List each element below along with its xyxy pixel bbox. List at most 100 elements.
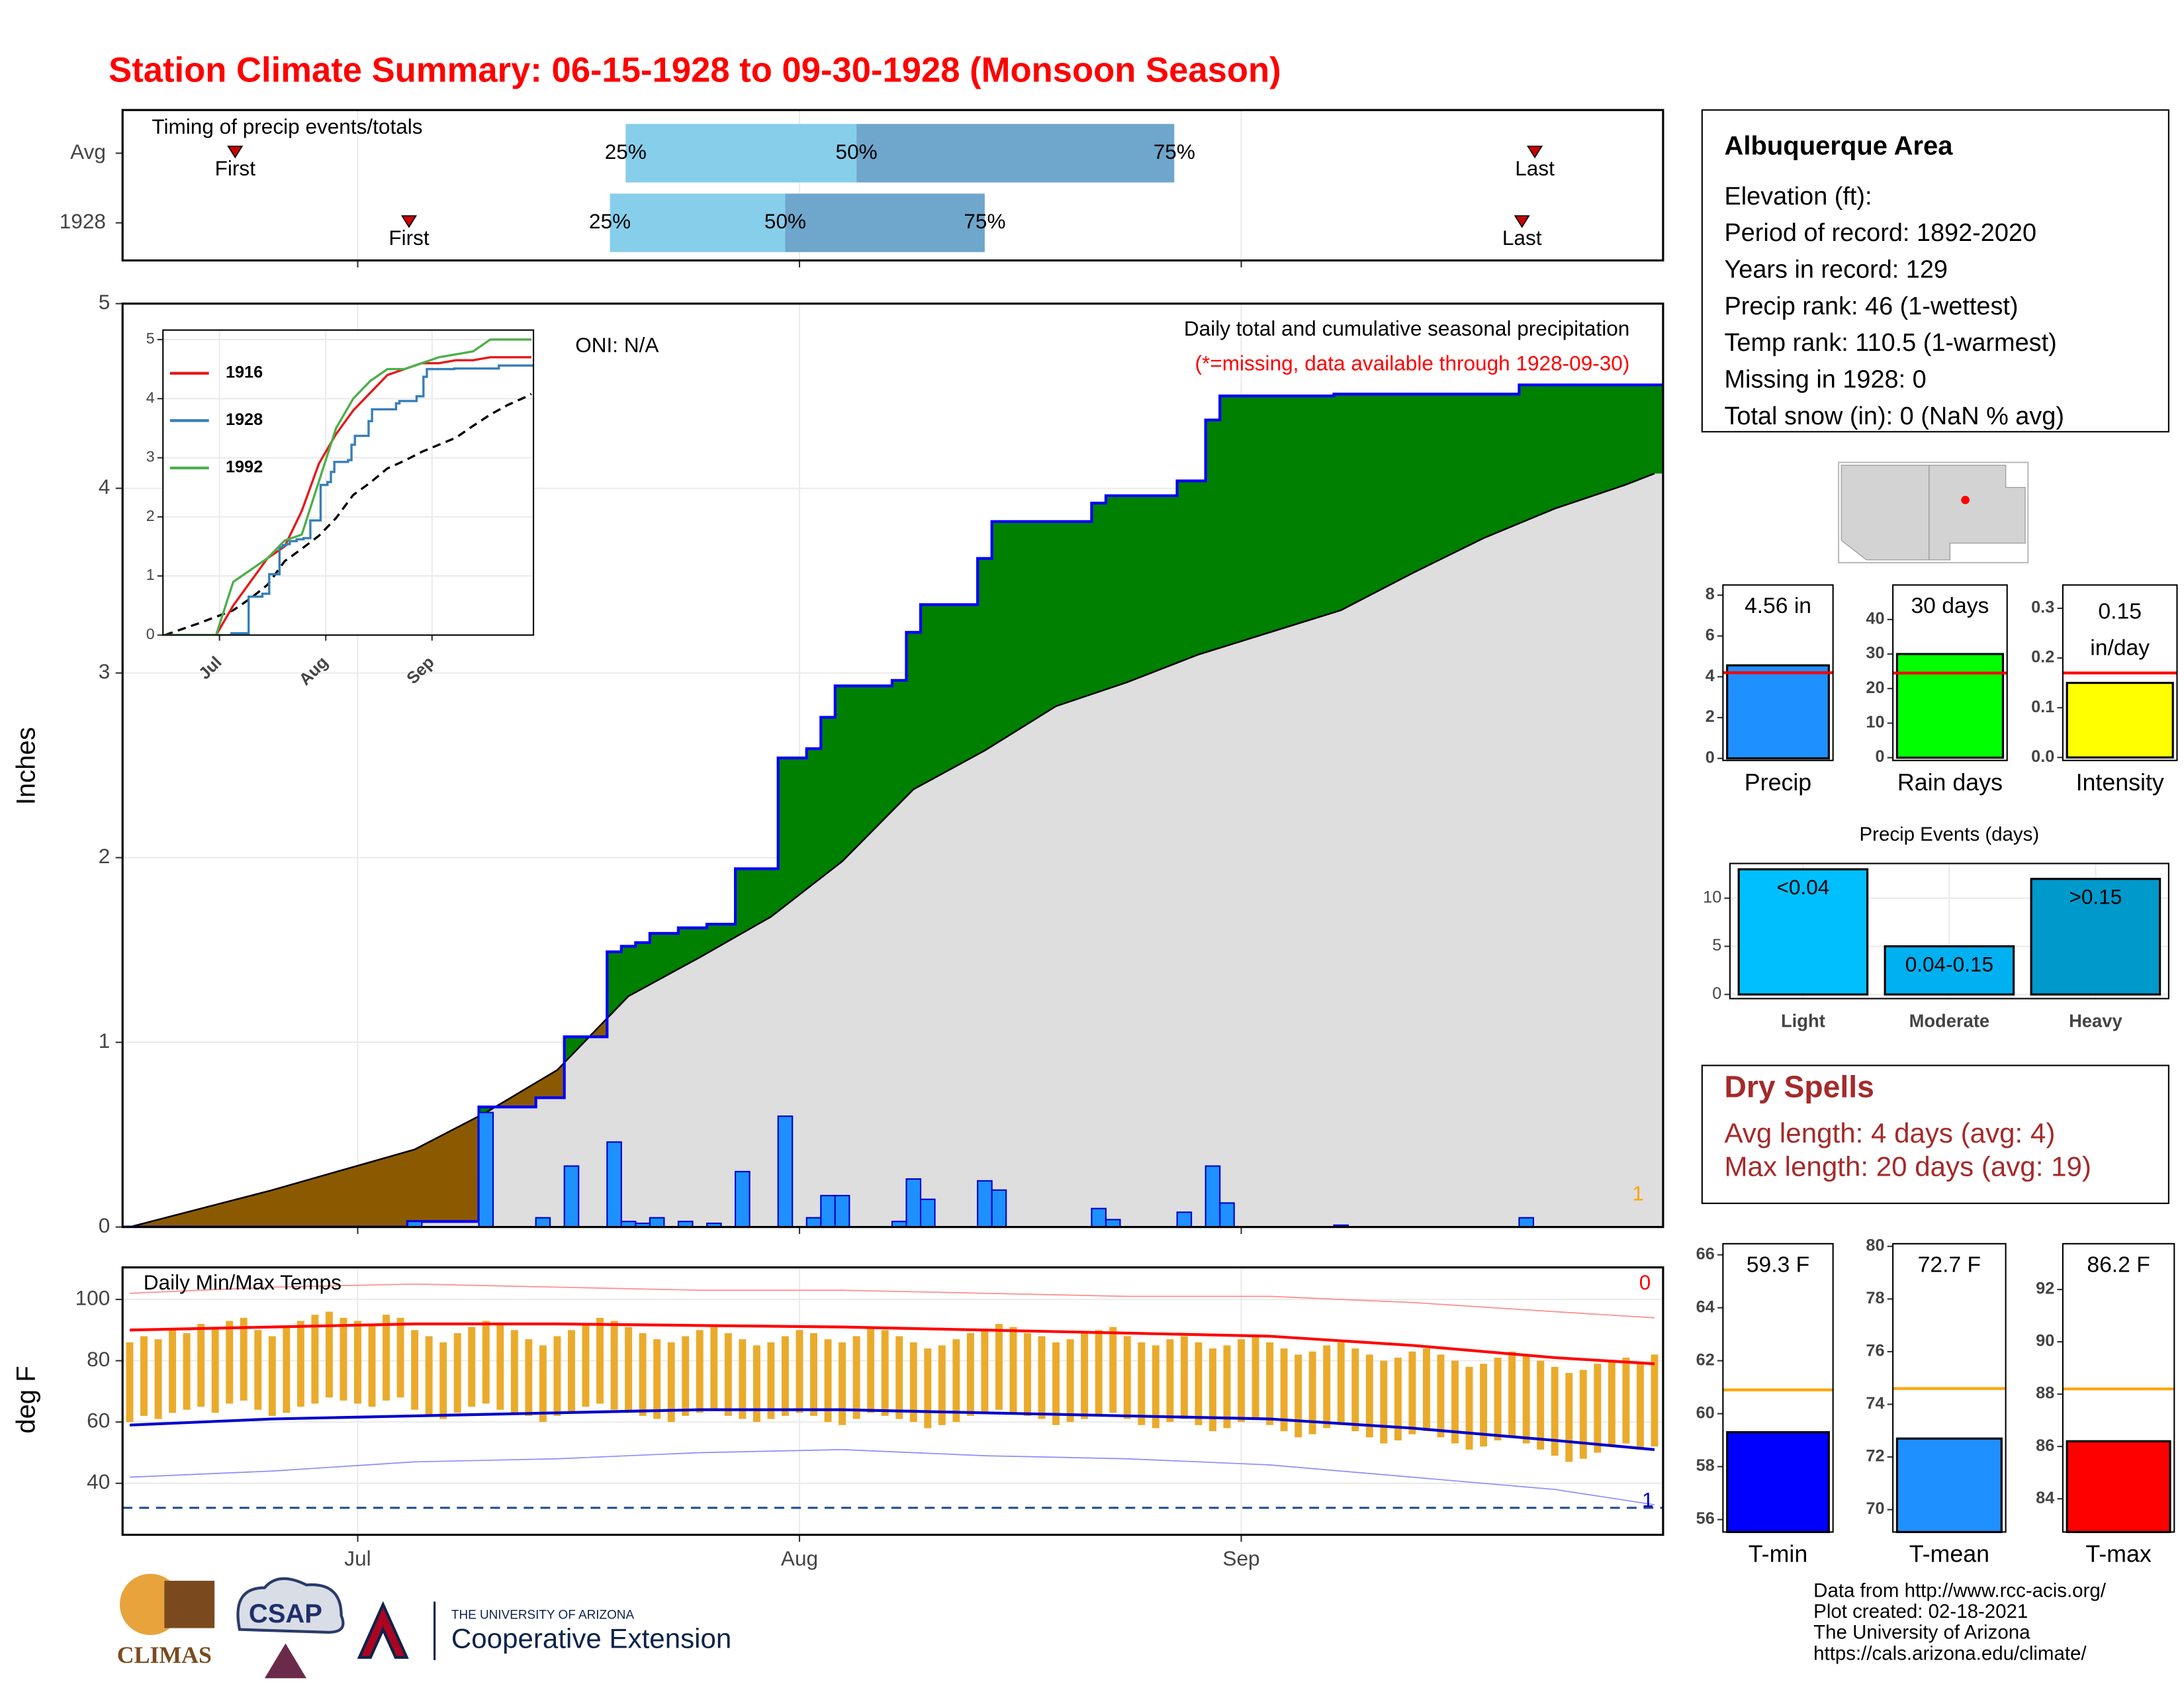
event-marker — [1527, 146, 1543, 159]
note: (*=missing, data available through 1928-… — [1195, 352, 1630, 375]
y-tick-label: 100 — [75, 1286, 111, 1309]
temp-bar — [439, 1342, 447, 1419]
temp-bar — [1480, 1364, 1488, 1447]
dry-spells-box — [1701, 1064, 2169, 1204]
cumulative-line — [122, 383, 1663, 1227]
bar-early — [625, 124, 857, 183]
y-tick-label: 80 — [87, 1347, 110, 1371]
daily-bar — [1219, 1202, 1235, 1227]
temp-bar — [1323, 1345, 1331, 1429]
daily-bar — [478, 1111, 494, 1227]
y-tick-label: 40 — [87, 1470, 110, 1493]
series-line — [163, 364, 534, 635]
temp-bar — [752, 1345, 760, 1423]
x-tick-label: Moderate — [1909, 1011, 1990, 1031]
daily-bar — [777, 1115, 794, 1227]
event-bar — [1737, 868, 1869, 996]
temp-bar — [1579, 1370, 1587, 1459]
category-label: Rain days — [1897, 769, 2003, 796]
y-tick-label: 80 — [1866, 1236, 1884, 1254]
temp-bar — [938, 1345, 946, 1425]
y-axis-label: deg F — [12, 1366, 41, 1433]
temp-bar — [639, 1333, 647, 1416]
inset-panel — [163, 330, 534, 635]
y-tick-label: 60 — [1696, 1403, 1715, 1422]
y-tick-label: 88 — [2036, 1384, 2054, 1403]
temp-bar — [924, 1348, 932, 1429]
y-tick-label: 3 — [146, 448, 155, 465]
info-line: Years in record: 129 — [1724, 256, 1948, 283]
panel-border — [121, 1266, 1664, 1536]
y-tick-label: 0 — [1875, 747, 1884, 766]
average-area — [129, 473, 1663, 1227]
footer-line: The University of Arizona — [1813, 1622, 2030, 1644]
temp-bar — [767, 1342, 775, 1419]
y-tick-label: 6 — [1706, 626, 1715, 644]
daily-bar — [977, 1180, 993, 1227]
y-tick-label: 0 — [1706, 748, 1715, 767]
x-tick-label: Sep — [1222, 1546, 1259, 1570]
temp-bar — [183, 1333, 191, 1410]
summary-border — [1892, 1243, 2007, 1533]
temp-bar — [1251, 1336, 1259, 1419]
range-label: 0.04-0.15 — [1905, 952, 1993, 976]
y-tick-label: 3 — [99, 659, 111, 683]
legend-label: 1928 — [226, 410, 263, 429]
y-tick-label: 76 — [1866, 1342, 1884, 1360]
y-tick-label: 0 — [146, 626, 155, 643]
temp-bar — [824, 1339, 832, 1423]
bar-late — [785, 193, 985, 252]
percent-label: 25% — [605, 140, 647, 164]
temp-bar — [453, 1333, 461, 1413]
temp-bar — [1594, 1364, 1602, 1453]
temp-bar — [1223, 1345, 1231, 1429]
temps-title: Daily Min/Max Temps — [144, 1270, 341, 1294]
daily-bar — [705, 1222, 722, 1227]
temp-bar — [696, 1330, 704, 1413]
y-tick-label: 2 — [99, 844, 111, 868]
plot-area — [122, 383, 1663, 1227]
y-tick-label: 62 — [1696, 1350, 1715, 1369]
event-marker — [1514, 215, 1530, 228]
subtitle: Daily total and cumulative seasonal prec… — [1184, 316, 1629, 340]
y-tick-label: 5 — [146, 330, 155, 347]
map — [1838, 461, 2029, 564]
info-line: Precip rank: 46 (1-wettest) — [1724, 293, 2018, 320]
temp-bar — [1451, 1360, 1459, 1444]
temp-bar — [539, 1345, 547, 1423]
daily-bar — [820, 1195, 836, 1227]
y-tick-label: 4 — [146, 389, 155, 406]
y-tick-label: 1 — [99, 1029, 111, 1053]
temp-bar — [1636, 1364, 1644, 1450]
normal-max-line — [129, 1322, 1655, 1366]
daily-bar — [535, 1217, 551, 1227]
summary-border — [1892, 584, 2008, 761]
inset-lines — [163, 338, 534, 635]
legend-label: 1916 — [226, 363, 263, 382]
temp-bar — [368, 1324, 376, 1407]
summary-bar — [1726, 1431, 1830, 1533]
temp-bar — [226, 1321, 234, 1404]
panel-border — [121, 303, 1664, 1229]
y-tick-label: 40 — [1866, 610, 1884, 628]
y-tick-label: 58 — [1696, 1456, 1715, 1475]
dry-spell-line: Max length: 20 days (avg: 19) — [1724, 1150, 2091, 1182]
y-tick-label: 90 — [2036, 1332, 2054, 1350]
temp-bar — [140, 1336, 148, 1416]
temp-bar — [810, 1333, 818, 1416]
range-label: <0.04 — [1776, 875, 1829, 899]
temp-bar — [296, 1321, 304, 1407]
temp-bar — [1009, 1327, 1017, 1413]
daily-bar — [905, 1178, 922, 1227]
temp-bar — [482, 1321, 490, 1404]
temp-bar — [1508, 1351, 1516, 1438]
temp-bar — [682, 1336, 690, 1416]
y-tick-label: 84 — [2036, 1489, 2054, 1507]
y-tick-label: 74 — [1866, 1394, 1884, 1413]
daily-bar — [919, 1198, 936, 1227]
temp-bar — [1608, 1360, 1615, 1447]
y-tick-label: 60 — [87, 1409, 110, 1432]
temp-bar — [425, 1336, 433, 1416]
summary-border — [1722, 1243, 1834, 1533]
